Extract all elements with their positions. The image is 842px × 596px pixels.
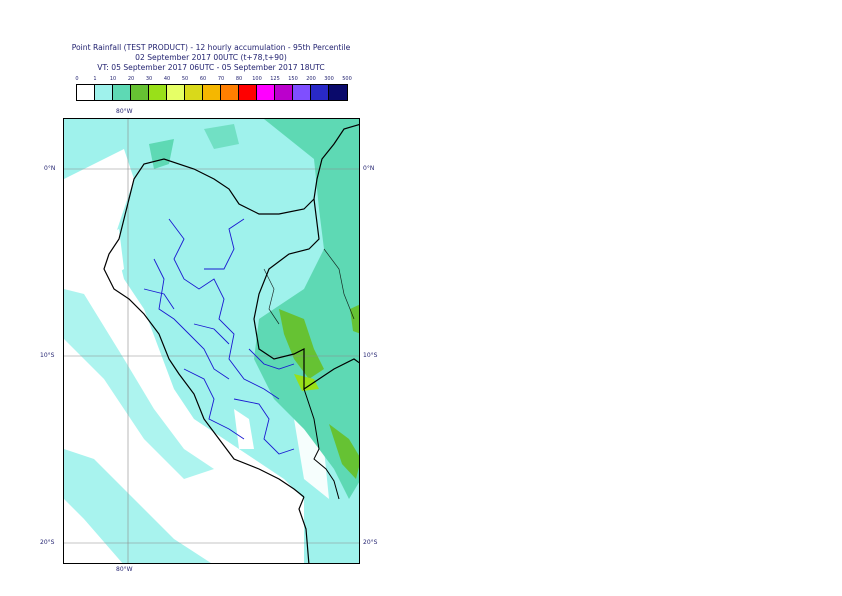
legend-tick-label: 200 — [306, 76, 316, 82]
map-title: Point Rainfall (TEST PRODUCT) - 12 hourl… — [0, 43, 422, 73]
latitude-label-right-20s: 20°S — [363, 539, 378, 546]
legend-tick-label: 70 — [217, 76, 225, 82]
latitude-label-left-20s: 20°S — [40, 539, 55, 546]
legend-tick-label: 30 — [145, 76, 153, 82]
heavy-rain-cell — [279, 309, 324, 379]
latitude-label-left-10s: 10°S — [40, 352, 55, 359]
legend-swatch — [329, 85, 347, 100]
heavy-rain-cell-se — [329, 424, 359, 479]
title-line-validity: VT: 05 September 2017 06UTC - 05 Septemb… — [97, 63, 325, 72]
moderate-rain-area — [254, 119, 359, 499]
legend-tick-labels: 0 1 10 20 30 40 50 60 70 80 100 125 150 200 300 500 — [75, 76, 356, 84]
country-border — [103, 123, 359, 563]
dry-patch — [119, 319, 144, 359]
legend-swatch — [221, 85, 239, 100]
legend-swatch — [311, 85, 329, 100]
legend-swatch — [203, 85, 221, 100]
legend-tick-label: 50 — [181, 76, 189, 82]
map-canvas — [64, 119, 359, 563]
legend-swatch — [257, 85, 275, 100]
legend-tick-label: 500 — [342, 76, 352, 82]
offshore-rain-band-south — [64, 449, 211, 563]
secondary-borders — [263, 248, 355, 325]
latitude-label-right-10s: 10°S — [363, 352, 378, 359]
legend-swatch — [293, 85, 311, 100]
legend-swatch — [149, 85, 167, 100]
legend-swatch — [239, 85, 257, 100]
heavy-rain-cell-east — [350, 304, 359, 334]
legend-tick-label: 100 — [252, 76, 262, 82]
dry-patch-lake — [234, 409, 254, 449]
legend-swatch — [113, 85, 131, 100]
moderate-rain-patch-north — [204, 124, 239, 149]
rainfall-map — [63, 118, 360, 564]
legend-tick-label: 0 — [75, 76, 79, 82]
legend-tick-label: 20 — [127, 76, 135, 82]
legend-tick-label: 300 — [324, 76, 334, 82]
legend-color-bar — [76, 84, 348, 101]
latitude-label-left-0: 0°N — [44, 165, 56, 172]
legend-swatch — [131, 85, 149, 100]
legend-swatch — [167, 85, 185, 100]
legend-tick-label: 60 — [199, 76, 207, 82]
legend-swatch — [77, 85, 95, 100]
lake-border — [303, 388, 340, 500]
longitude-label-bottom: 80°W — [116, 566, 133, 573]
longitude-label-top: 80°W — [116, 108, 133, 115]
regional-boundaries — [143, 218, 295, 455]
legend-swatch — [275, 85, 293, 100]
legend-swatch — [95, 85, 113, 100]
legend-tick-label: 1 — [93, 76, 97, 82]
legend-tick-label: 10 — [109, 76, 117, 82]
legend-tick-label: 150 — [288, 76, 298, 82]
latitude-label-right-0: 0°N — [363, 165, 375, 172]
legend-tick-label: 80 — [235, 76, 243, 82]
offshore-rain-band — [64, 289, 214, 479]
legend-tick-label: 125 — [270, 76, 280, 82]
legend-swatch — [185, 85, 203, 100]
title-line-product: Point Rainfall (TEST PRODUCT) - 12 hourl… — [71, 43, 351, 52]
title-line-run: 02 September 2017 00UTC (t+78,t+90) — [135, 53, 287, 62]
color-legend: 0 1 10 20 30 40 50 60 70 80 100 125 150 200 300 500 — [75, 76, 356, 101]
legend-tick-label: 40 — [163, 76, 171, 82]
dry-ocean-area — [64, 149, 304, 563]
dry-patch-east — [294, 419, 329, 499]
very-heavy-rain-cell — [294, 374, 319, 391]
